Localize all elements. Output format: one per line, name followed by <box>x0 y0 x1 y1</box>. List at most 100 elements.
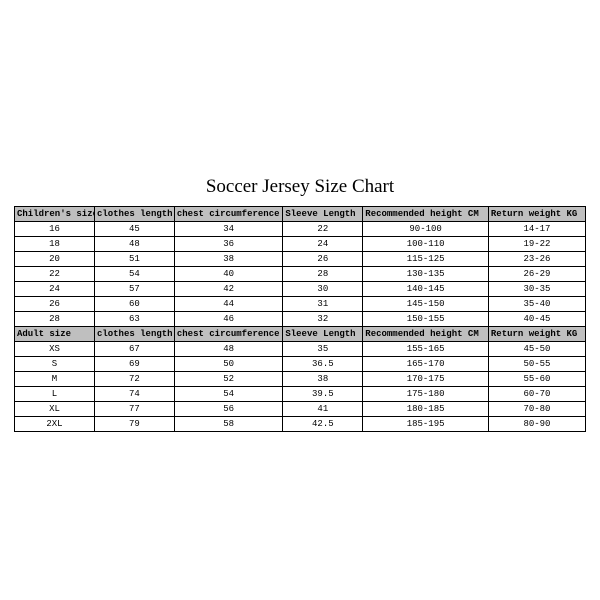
table-cell: 30-35 <box>488 282 585 297</box>
table-cell: 22 <box>283 222 363 237</box>
table-header-row: Children's size clothes length chest cir… <box>15 207 586 222</box>
table-cell: 130-135 <box>363 267 489 282</box>
col-header: clothes length <box>94 207 174 222</box>
table-cell: 140-145 <box>363 282 489 297</box>
table-cell: 90-100 <box>363 222 489 237</box>
col-header: Children's size <box>15 207 95 222</box>
table-cell: 40-45 <box>488 312 585 327</box>
col-header: Return weight KG <box>488 327 585 342</box>
table-cell: 180-185 <box>363 402 489 417</box>
table-row: S695036.5165-17050-55 <box>15 357 586 372</box>
table-cell: 32 <box>283 312 363 327</box>
table-cell: 48 <box>174 342 282 357</box>
table-cell: 41 <box>283 402 363 417</box>
table-cell: 40 <box>174 267 282 282</box>
table-cell: 31 <box>283 297 363 312</box>
table-cell: 39.5 <box>283 387 363 402</box>
table-cell: XL <box>15 402 95 417</box>
size-chart: Soccer Jersey Size Chart Children's size… <box>14 168 586 432</box>
table-row: M725238170-17555-60 <box>15 372 586 387</box>
col-header: Recommended height CM <box>363 327 489 342</box>
table-cell: 22 <box>15 267 95 282</box>
table-cell: 145-150 <box>363 297 489 312</box>
table-cell: 67 <box>94 342 174 357</box>
table-cell: 38 <box>283 372 363 387</box>
table-cell: 44 <box>174 297 282 312</box>
table-row: 18483624100-11019-22 <box>15 237 586 252</box>
table-cell: 69 <box>94 357 174 372</box>
col-header: Recommended height CM <box>363 207 489 222</box>
table-cell: 19-22 <box>488 237 585 252</box>
table-cell: 48 <box>94 237 174 252</box>
table-cell: 165-170 <box>363 357 489 372</box>
col-header: chest circumference <box>174 327 282 342</box>
table-cell: 72 <box>94 372 174 387</box>
table-cell: 185-195 <box>363 417 489 432</box>
col-header: Sleeve Length <box>283 327 363 342</box>
adult-size-table: Adult size clothes length chest circumfe… <box>14 326 586 432</box>
table-cell: 100-110 <box>363 237 489 252</box>
table-cell: 50-55 <box>488 357 585 372</box>
table-cell: 52 <box>174 372 282 387</box>
table-cell: 16 <box>15 222 95 237</box>
table-cell: L <box>15 387 95 402</box>
table-cell: 26 <box>15 297 95 312</box>
col-header: Adult size <box>15 327 95 342</box>
table-cell: 23-26 <box>488 252 585 267</box>
table-cell: 51 <box>94 252 174 267</box>
table-cell: 36 <box>174 237 282 252</box>
table-row: XS674835155-16545-50 <box>15 342 586 357</box>
table-cell: 46 <box>174 312 282 327</box>
table-cell: 20 <box>15 252 95 267</box>
table-row: 1645342290-10014-17 <box>15 222 586 237</box>
table-cell: 74 <box>94 387 174 402</box>
children-tbody: 1645342290-10014-1718483624100-11019-222… <box>15 222 586 327</box>
table-row: 20513826115-12523-26 <box>15 252 586 267</box>
col-header: Return weight KG <box>488 207 585 222</box>
col-header: clothes length <box>94 327 174 342</box>
table-cell: 38 <box>174 252 282 267</box>
table-cell: 54 <box>174 387 282 402</box>
table-cell: 42 <box>174 282 282 297</box>
table-cell: 34 <box>174 222 282 237</box>
table-cell: 80-90 <box>488 417 585 432</box>
table-cell: 77 <box>94 402 174 417</box>
table-cell: 24 <box>283 237 363 252</box>
table-cell: XS <box>15 342 95 357</box>
table-cell: 18 <box>15 237 95 252</box>
table-cell: 45 <box>94 222 174 237</box>
table-cell: 2XL <box>15 417 95 432</box>
table-cell: 170-175 <box>363 372 489 387</box>
table-cell: 28 <box>15 312 95 327</box>
table-row: 24574230140-14530-35 <box>15 282 586 297</box>
table-cell: 50 <box>174 357 282 372</box>
chart-title: Soccer Jersey Size Chart <box>14 168 586 206</box>
adult-tbody: XS674835155-16545-50S695036.5165-17050-5… <box>15 342 586 432</box>
table-cell: S <box>15 357 95 372</box>
table-cell: 150-155 <box>363 312 489 327</box>
table-row: XL775641180-18570-80 <box>15 402 586 417</box>
table-cell: 60 <box>94 297 174 312</box>
table-cell: 79 <box>94 417 174 432</box>
table-row: 22544028130-13526-29 <box>15 267 586 282</box>
col-header: Sleeve Length <box>283 207 363 222</box>
table-cell: 155-165 <box>363 342 489 357</box>
table-cell: 70-80 <box>488 402 585 417</box>
table-cell: 30 <box>283 282 363 297</box>
table-cell: 63 <box>94 312 174 327</box>
table-cell: 35 <box>283 342 363 357</box>
table-cell: 56 <box>174 402 282 417</box>
table-cell: 58 <box>174 417 282 432</box>
table-cell: 175-180 <box>363 387 489 402</box>
table-cell: 24 <box>15 282 95 297</box>
table-cell: 60-70 <box>488 387 585 402</box>
table-cell: 115-125 <box>363 252 489 267</box>
table-row: 28634632150-15540-45 <box>15 312 586 327</box>
table-cell: 36.5 <box>283 357 363 372</box>
table-cell: 26-29 <box>488 267 585 282</box>
children-size-table: Children's size clothes length chest cir… <box>14 206 586 327</box>
table-cell: 54 <box>94 267 174 282</box>
table-row: 2XL795842.5185-19580-90 <box>15 417 586 432</box>
table-cell: 14-17 <box>488 222 585 237</box>
table-cell: 55-60 <box>488 372 585 387</box>
